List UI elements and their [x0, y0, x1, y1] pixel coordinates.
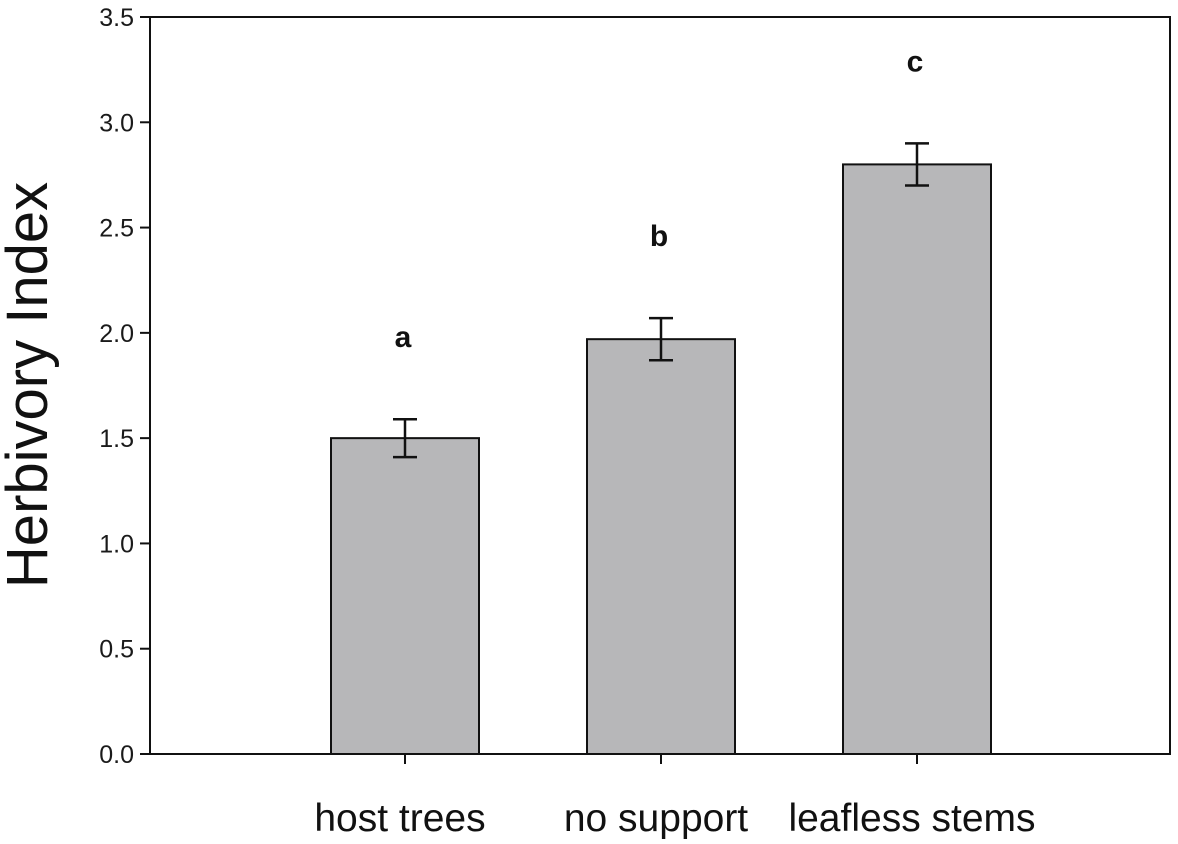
y-axis-ticks: 0.0 0.5 1.0 1.5 2.0 2.5 3.0 3.5	[99, 4, 150, 769]
bar-host-trees	[330, 437, 480, 755]
significance-labels: a b c	[395, 45, 924, 354]
x-tick-label: leafless stems	[788, 797, 1035, 840]
error-bars-layer	[393, 142, 929, 459]
x-tick-label: host trees	[314, 797, 485, 840]
y-tick-label: 2.5	[99, 215, 134, 243]
y-tick-label: 2.0	[99, 320, 134, 348]
y-tick-label: 1.5	[99, 425, 134, 453]
x-axis-ticks: host trees no support leafless stems	[314, 754, 1036, 840]
y-tick-label: 1.0	[99, 530, 134, 558]
y-tick-label: 3.0	[99, 109, 134, 137]
significance-label: a	[395, 321, 412, 354]
error-bar	[905, 142, 929, 187]
y-tick-label: 0.5	[99, 636, 134, 664]
error-bar	[649, 316, 673, 362]
significance-label: b	[650, 220, 668, 253]
x-tick-label: no support	[564, 797, 748, 840]
bar-no-support	[586, 338, 736, 755]
y-tick-label: 3.5	[99, 4, 134, 32]
error-bar	[393, 417, 417, 459]
significance-label: c	[907, 45, 924, 78]
y-axis-title: Herbivory Index	[0, 182, 60, 588]
bar-leafless-stems	[842, 163, 992, 755]
y-tick-label: 0.0	[99, 741, 134, 769]
